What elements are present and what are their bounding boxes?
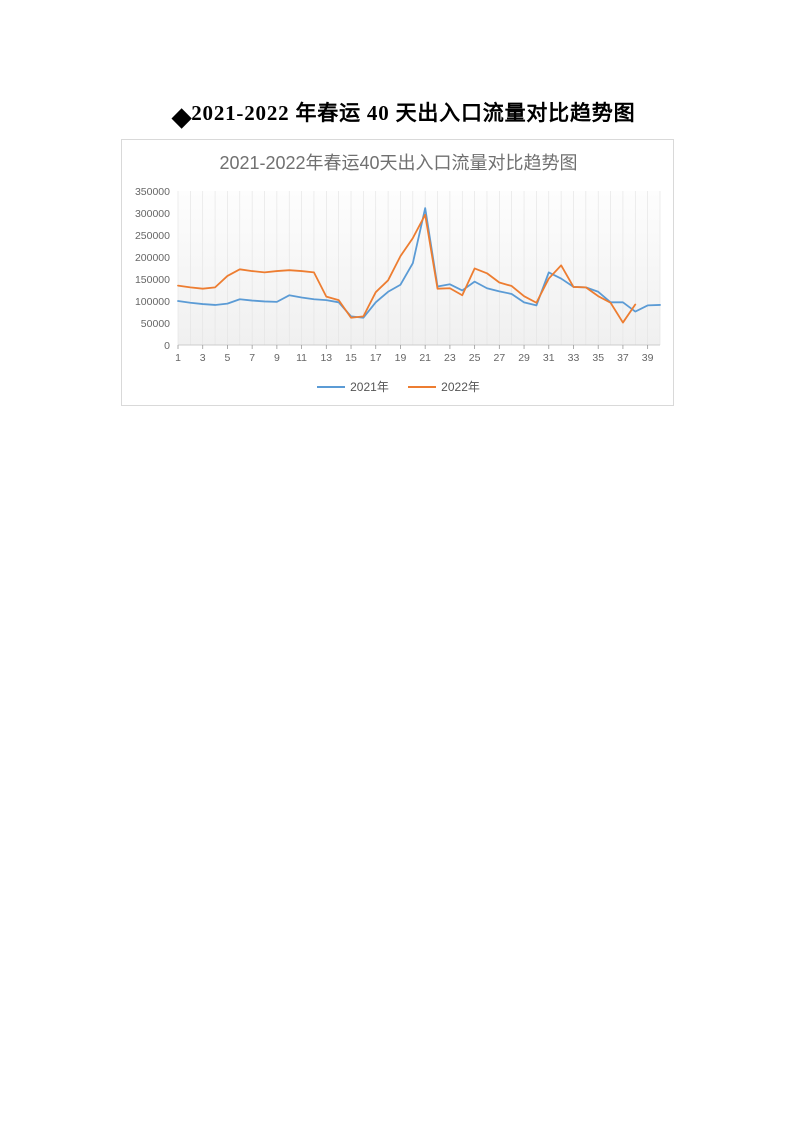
svg-text:31: 31 xyxy=(543,352,555,364)
svg-text:350000: 350000 xyxy=(135,186,170,198)
svg-text:33: 33 xyxy=(568,352,580,364)
svg-text:300000: 300000 xyxy=(135,208,170,220)
svg-text:39: 39 xyxy=(642,352,654,364)
svg-text:21: 21 xyxy=(419,352,431,364)
svg-text:17: 17 xyxy=(370,352,382,364)
svg-text:3: 3 xyxy=(200,352,206,364)
svg-text:11: 11 xyxy=(296,352,307,364)
svg-text:200000: 200000 xyxy=(135,252,170,264)
svg-text:35: 35 xyxy=(592,352,604,364)
svg-text:27: 27 xyxy=(493,352,505,364)
svg-text:0: 0 xyxy=(164,340,170,352)
svg-text:37: 37 xyxy=(617,352,629,364)
svg-text:13: 13 xyxy=(320,352,332,364)
svg-text:23: 23 xyxy=(444,352,456,364)
svg-text:9: 9 xyxy=(274,352,280,364)
svg-text:29: 29 xyxy=(518,352,530,364)
svg-text:25: 25 xyxy=(469,352,481,364)
svg-text:5: 5 xyxy=(225,352,231,364)
svg-text:15: 15 xyxy=(345,352,357,364)
svg-text:250000: 250000 xyxy=(135,230,170,242)
svg-text:100000: 100000 xyxy=(135,296,170,308)
svg-text:50000: 50000 xyxy=(141,318,170,330)
svg-text:19: 19 xyxy=(395,352,407,364)
svg-text:7: 7 xyxy=(249,352,255,364)
svg-text:150000: 150000 xyxy=(135,274,170,286)
svg-text:1: 1 xyxy=(175,352,181,364)
